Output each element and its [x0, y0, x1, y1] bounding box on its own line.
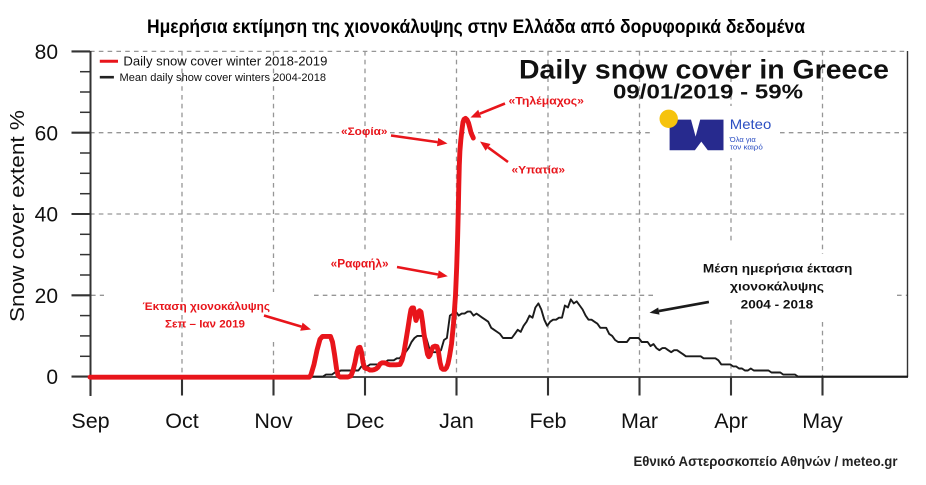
svg-text:Mean daily show cover winters: Mean daily show cover winters 2004-2018 [120, 72, 327, 84]
svg-text:Μέση ημερήσια έκταση: Μέση ημερήσια έκταση [703, 262, 853, 276]
svg-text:40: 40 [35, 204, 58, 227]
svg-text:2004 - 2018: 2004 - 2018 [741, 298, 814, 312]
svg-text:Daily snow cover in Greece: Daily snow cover in Greece [519, 55, 889, 85]
svg-text:τον καιρό: τον καιρό [730, 143, 763, 152]
svg-text:«Τηλέμαχος»: «Τηλέμαχος» [509, 96, 585, 108]
svg-text:60: 60 [35, 122, 58, 145]
svg-text:May: May [802, 409, 843, 433]
svg-text:Snow cover extent %: Snow cover extent % [7, 110, 29, 322]
svg-text:Jan: Jan [439, 409, 474, 433]
svg-text:Σεπ – Ιαν 2019: Σεπ – Ιαν 2019 [165, 319, 245, 331]
svg-text:Oct: Oct [165, 409, 198, 433]
svg-text:Sep: Sep [71, 409, 109, 433]
svg-text:Apr: Apr [714, 409, 747, 433]
svg-text:Mar: Mar [621, 409, 658, 433]
svg-text:χιονοκάλυψης: χιονοκάλυψης [730, 280, 824, 294]
svg-text:Feb: Feb [529, 409, 566, 433]
svg-text:Εθνικό Αστεροσκοπείο Αθηνών /: Εθνικό Αστεροσκοπείο Αθηνών / meteo.gr [634, 454, 899, 469]
svg-text:0: 0 [46, 366, 58, 389]
svg-text:Meteo: Meteo [730, 116, 772, 132]
svg-text:20: 20 [35, 285, 58, 308]
svg-text:80: 80 [35, 41, 58, 64]
svg-text:Nov: Nov [254, 409, 292, 433]
svg-text:Ημερήσια εκτίμηση της χιονοκάλ: Ημερήσια εκτίμηση της χιονοκάλυψης στην … [147, 16, 805, 38]
svg-text:Όλα για: Όλα για [729, 135, 756, 144]
svg-text:«Ραφαήλ»: «Ραφαήλ» [331, 257, 389, 271]
svg-text:09/01/2019 - 59%: 09/01/2019 - 59% [613, 82, 803, 104]
svg-text:Dec: Dec [346, 409, 384, 433]
svg-text:Daily snow cover winter 2018-2: Daily snow cover winter 2018-2019 [123, 55, 327, 69]
svg-text:Έκταση χιονοκάλυψης: Έκταση χιονοκάλυψης [143, 301, 271, 313]
svg-text:«Σοφία»: «Σοφία» [341, 126, 388, 138]
svg-text:«Υπατία»: «Υπατία» [512, 165, 566, 177]
